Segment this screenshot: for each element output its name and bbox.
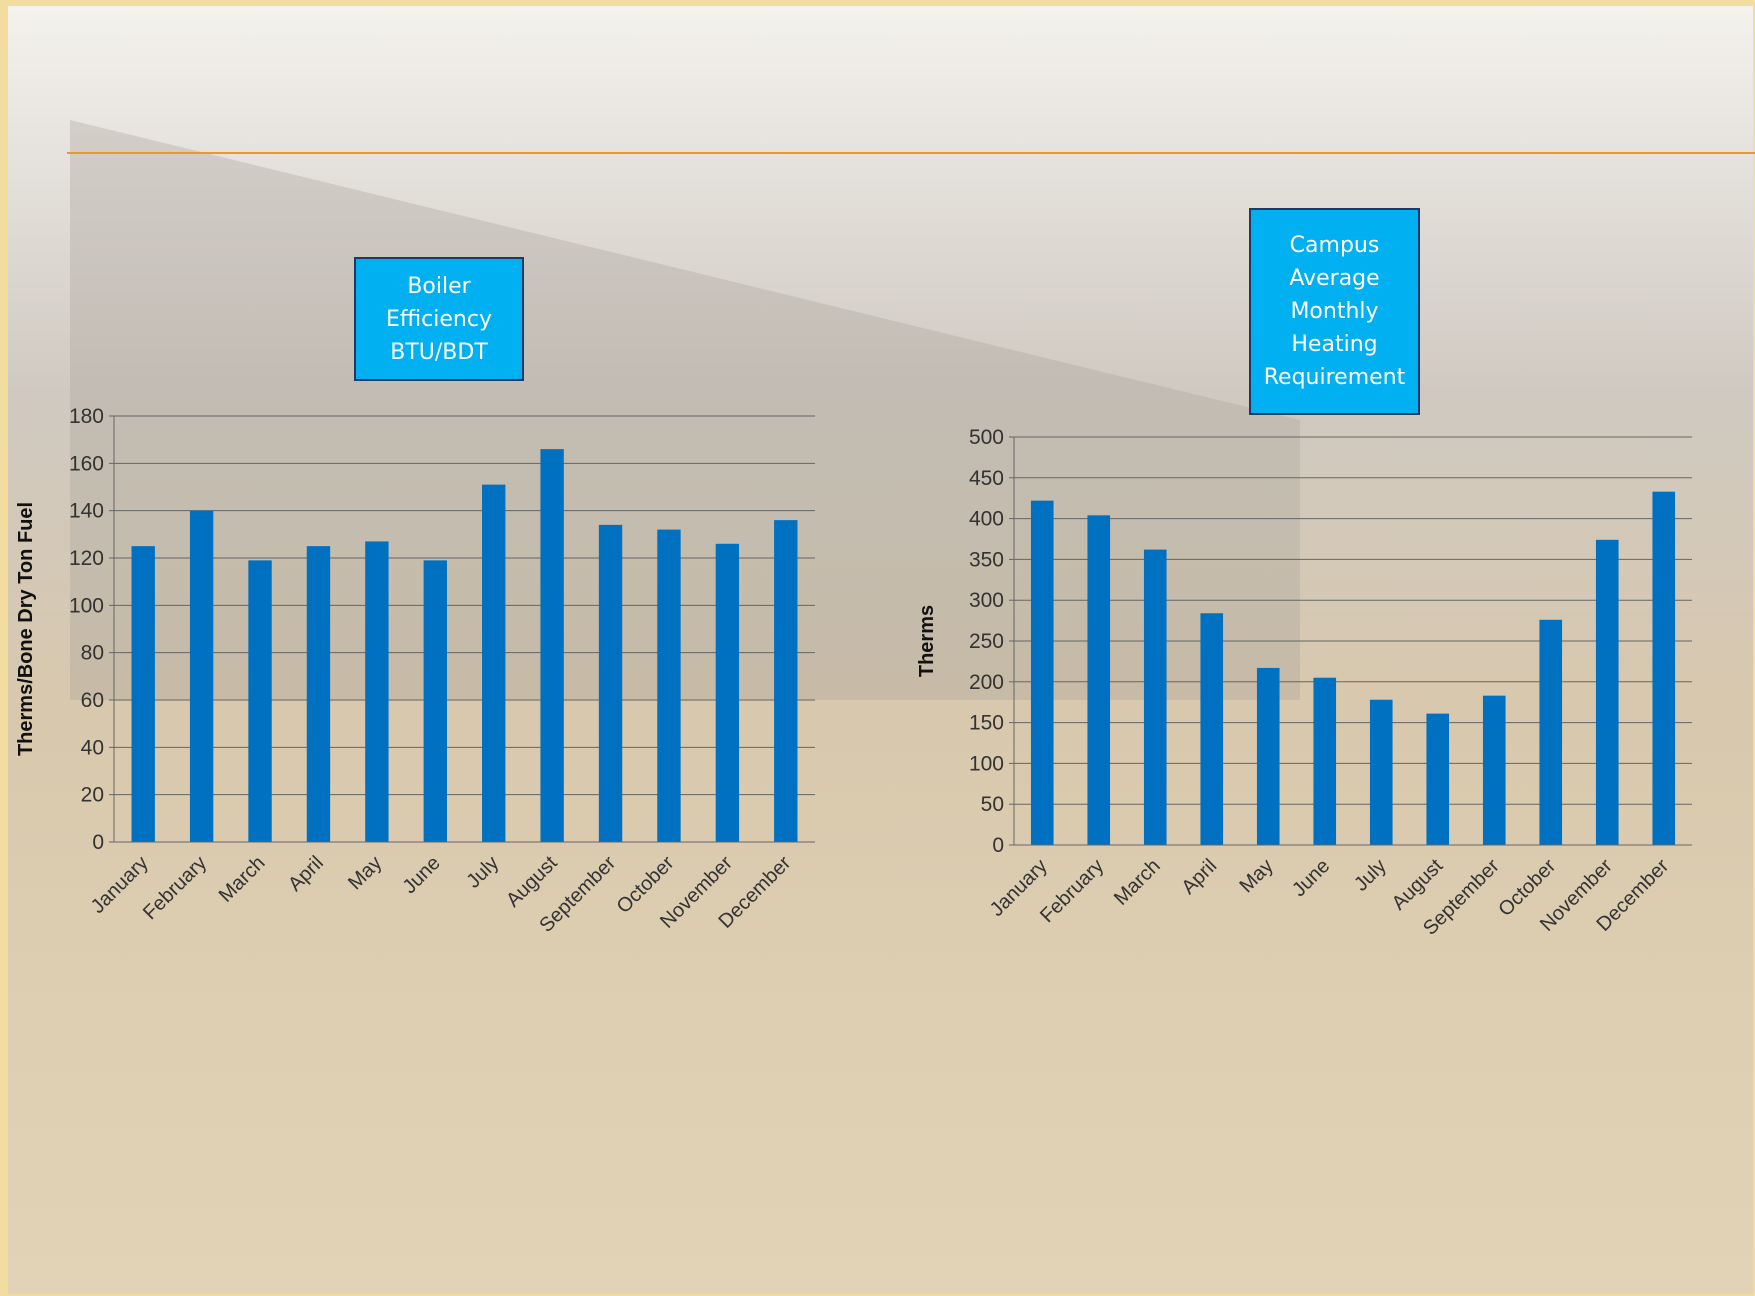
- bar: [189, 510, 214, 842]
- chart-title: Boiler Efficiency BTU/BDT: [354, 257, 524, 381]
- bar: [306, 546, 331, 842]
- y-axis-label: Therms: [916, 605, 938, 677]
- y-tick-label: 80: [81, 642, 104, 665]
- y-tick-label: 60: [81, 689, 104, 712]
- y-axis-label: Therms/Bone Dry Ton Fuel: [15, 502, 37, 756]
- bar: [1030, 500, 1054, 845]
- y-tick-label: 0: [992, 834, 1004, 857]
- bar: [1143, 549, 1167, 845]
- y-tick-label: 20: [81, 784, 104, 807]
- bar: [1087, 515, 1111, 845]
- y-tick-label: 350: [969, 548, 1004, 571]
- bar: [1313, 677, 1337, 845]
- bar: [1200, 613, 1224, 845]
- y-tick-label: 160: [69, 452, 104, 475]
- y-tick-label: 150: [969, 712, 1004, 735]
- bar: [715, 543, 740, 842]
- bar: [248, 560, 272, 842]
- bar: [1369, 699, 1393, 845]
- y-tick-label: 250: [969, 630, 1004, 653]
- y-tick-label: 0: [92, 831, 104, 854]
- y-tick-label: 300: [969, 589, 1004, 612]
- bar: [657, 529, 681, 842]
- y-tick-label: 140: [69, 500, 104, 523]
- bar: [1539, 619, 1563, 845]
- bar: [540, 449, 564, 842]
- y-tick-label: 500: [969, 426, 1004, 449]
- bar: [482, 484, 506, 842]
- y-tick-label: 450: [969, 467, 1004, 490]
- bar: [1482, 695, 1506, 845]
- background-photo: [8, 6, 1753, 1294]
- y-tick-label: 100: [969, 752, 1004, 775]
- bar: [131, 546, 155, 842]
- y-tick-label: 400: [969, 508, 1004, 531]
- y-tick-label: 120: [69, 547, 104, 570]
- bar: [1652, 491, 1676, 845]
- y-tick-label: 40: [81, 736, 104, 759]
- bar: [1256, 667, 1280, 845]
- bar: [1595, 539, 1619, 845]
- y-tick-label: 50: [981, 793, 1004, 816]
- bar: [423, 560, 447, 842]
- bar: [365, 541, 389, 842]
- y-tick-label: 200: [969, 671, 1004, 694]
- bar: [1426, 713, 1450, 845]
- bar: [774, 520, 798, 842]
- chart-title: Campus Average Monthly Heating Requireme…: [1249, 208, 1420, 415]
- bar: [598, 524, 623, 842]
- y-tick-label: 180: [69, 405, 104, 428]
- y-tick-label: 100: [69, 594, 104, 617]
